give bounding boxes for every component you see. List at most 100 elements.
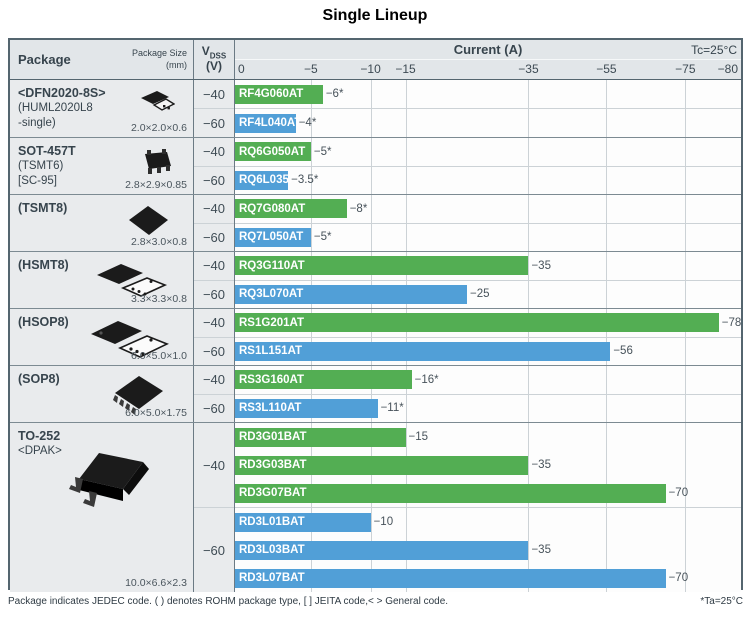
part-number: RD3G03BAT [239, 459, 307, 471]
vdss-column: −40 −60 [194, 80, 235, 137]
vdss-value: −40 [202, 201, 226, 217]
package-row: (TSMT8) 2.8×3.0×0.8 −40 −60 RQ7G080AT −8* RQ7L… [10, 194, 741, 251]
vdss-value: −40 [202, 86, 226, 102]
package-header-label: Package [18, 52, 71, 67]
part-number: RQ3G110AT [239, 259, 305, 272]
package-row: (SOP8) 6.0×5.0×1.75 −40 −60 RS3G160AT −16* RS3… [10, 365, 741, 422]
package-alt-code: -single) [18, 116, 56, 129]
chart-area: RF4G060AT −6* RF4L040AT −4* [235, 80, 741, 137]
vdss-value: −60 [194, 393, 234, 423]
bar-row: RQ6G050AT −5* [235, 138, 741, 166]
part-number: RS3L110AT [239, 402, 302, 415]
vdss-bar-group: RQ7G080AT −8* [235, 195, 741, 223]
axis-tick-label: 0 [238, 62, 245, 77]
vdss-value: −40 [202, 372, 226, 388]
current-bar: RQ3G110AT [235, 256, 529, 276]
vdss-bar-group: RQ7L050AT −5* [235, 222, 741, 252]
current-bar: RS3L110AT [235, 398, 378, 418]
footnote-left: Package indicates JEDEC code. ( ) denote… [8, 596, 449, 607]
package-name: TO-252 [18, 429, 61, 443]
vdss-value: −40 [202, 258, 226, 274]
package-alt-code: [SC-95] [18, 174, 57, 187]
package-size-value: 6.0×5.0×1.0 [130, 350, 187, 362]
bar-row: RD3L07BAT −70 [235, 564, 741, 592]
axis-tick-label: −75 [675, 62, 696, 77]
current-value-label: −70 [668, 572, 689, 584]
table-header: Package Package Size (mm) VDSS (V) Curre… [10, 40, 741, 80]
package-size-value: 3.3×3.3×0.8 [130, 293, 187, 305]
vdss-value: −60 [194, 279, 234, 309]
package-header-cell: Package Package Size (mm) [10, 40, 194, 79]
part-number: RD3G01BAT [239, 431, 307, 443]
vdss-value: −60 [194, 336, 234, 366]
vdss-value: −60 [194, 108, 234, 137]
package-name: SOT-457T [18, 144, 76, 158]
bar-row: RQ6L035AT −3.5* [235, 167, 741, 195]
axis-tick-label: −10 [360, 62, 381, 77]
part-number: RQ6L035AT [239, 174, 304, 187]
part-number: RD3L07BAT [239, 572, 305, 584]
lineup-table: Package Package Size (mm) VDSS (V) Curre… [8, 38, 743, 592]
current-bar: RS3G160AT [235, 370, 412, 390]
current-bar: RF4G060AT [235, 84, 323, 104]
package-cell: TO-252 <DPAK> 10.0×6.6×2.3 [10, 423, 194, 592]
chart-area: RQ6G050AT −5* RQ6L035AT −3.5* [235, 138, 741, 194]
current-bar: RD3L07BAT [235, 568, 666, 588]
bar-row: RQ3G110AT −35 [235, 252, 741, 280]
vdss-bar-group: RD3G01BAT −15 RD3G03BAT −35 RD3G07BAT −70 [235, 423, 741, 507]
current-value-label: −25 [470, 288, 490, 301]
vdss-bar-group: RS1L151AT −56 [235, 336, 741, 366]
current-value-label: −16* [414, 373, 439, 386]
footnote-right: *Ta=25°C [700, 596, 743, 607]
axis-tick-label: −80 [717, 62, 738, 77]
current-value-label: −8* [349, 202, 368, 215]
vdss-bar-group: RQ3G110AT −35 [235, 252, 741, 280]
package-name: (HSMT8) [18, 258, 69, 272]
part-number: RQ6G050AT [239, 145, 306, 158]
current-value-label: −5* [313, 145, 332, 158]
part-number: RQ7G080AT [239, 202, 306, 215]
current-value-label: −70 [668, 487, 689, 499]
current-bar: RQ3L070AT [235, 284, 467, 304]
page-title: Single Lineup [322, 7, 428, 24]
bar-row: RS3G160AT −16* [235, 366, 741, 394]
package-cell: (TSMT8) 2.8×3.0×0.8 [10, 195, 194, 251]
part-number: RF4G060AT [239, 88, 304, 100]
part-number: RQ7L050AT [239, 231, 304, 244]
current-bar: RQ6L035AT [235, 170, 303, 190]
vdss-bar-group: RQ3L070AT −25 [235, 279, 741, 309]
bar-row: RS1G201AT −78 [235, 309, 741, 337]
package-cell: (HSMT8) 3.3×3.3×0.8 [10, 252, 194, 308]
bar-row: RS3L110AT −11* [235, 395, 741, 423]
package-cell: (SOP8) 6.0×5.0×1.75 [10, 366, 194, 422]
current-value-label: −35 [531, 544, 551, 556]
current-bar: RD3G07BAT [235, 483, 666, 503]
part-number: RQ3L070AT [239, 288, 304, 301]
chart-area: RQ7G080AT −8* RQ7L050AT −5* [235, 195, 741, 251]
package-size-value: 10.0×6.6×2.3 [125, 577, 187, 589]
vdss-column: −40 −60 [194, 366, 235, 422]
package-size-value: 2.8×2.9×0.85 [125, 179, 187, 191]
current-bar: RS1G201AT [235, 313, 719, 333]
vdss-value: −40 [202, 144, 226, 160]
package-cell: (HSOP8) 6.0×5.0×1.0 [10, 309, 194, 365]
current-value-label: −11* [380, 402, 404, 415]
package-name: (TSMT8) [18, 201, 68, 215]
part-number: RF4L040AT [239, 117, 302, 129]
vdss-value: −60 [194, 507, 234, 592]
package-row: (HSMT8) 3.3×3.3×0.8 −40 −60 RQ3G110AT −35 RQ3L… [10, 251, 741, 308]
current-value-label: −3.5* [291, 174, 319, 187]
current-bar: RD3G01BAT [235, 427, 406, 447]
bar-row: RD3L01BAT −10 [235, 508, 741, 536]
package-row: (HSOP8) 6.0×5.0×1.0 −40 −60 RS1G201AT −78 RS1L… [10, 308, 741, 365]
part-number: RS1G201AT [239, 316, 304, 329]
vdss-bar-group: RS3L110AT −11* [235, 393, 741, 423]
vdss-bar-group: RQ6G050AT −5* [235, 138, 741, 166]
vdss-bar-group: RS1G201AT −78 [235, 309, 741, 337]
vdss-bar-group: RQ6L035AT −3.5* [235, 165, 741, 195]
bar-row: RD3G07BAT −70 [235, 479, 741, 507]
current-value-label: −5* [313, 231, 332, 244]
axis-tick-label: −55 [596, 62, 617, 77]
package-size-value: 6.0×5.0×1.75 [125, 407, 187, 419]
